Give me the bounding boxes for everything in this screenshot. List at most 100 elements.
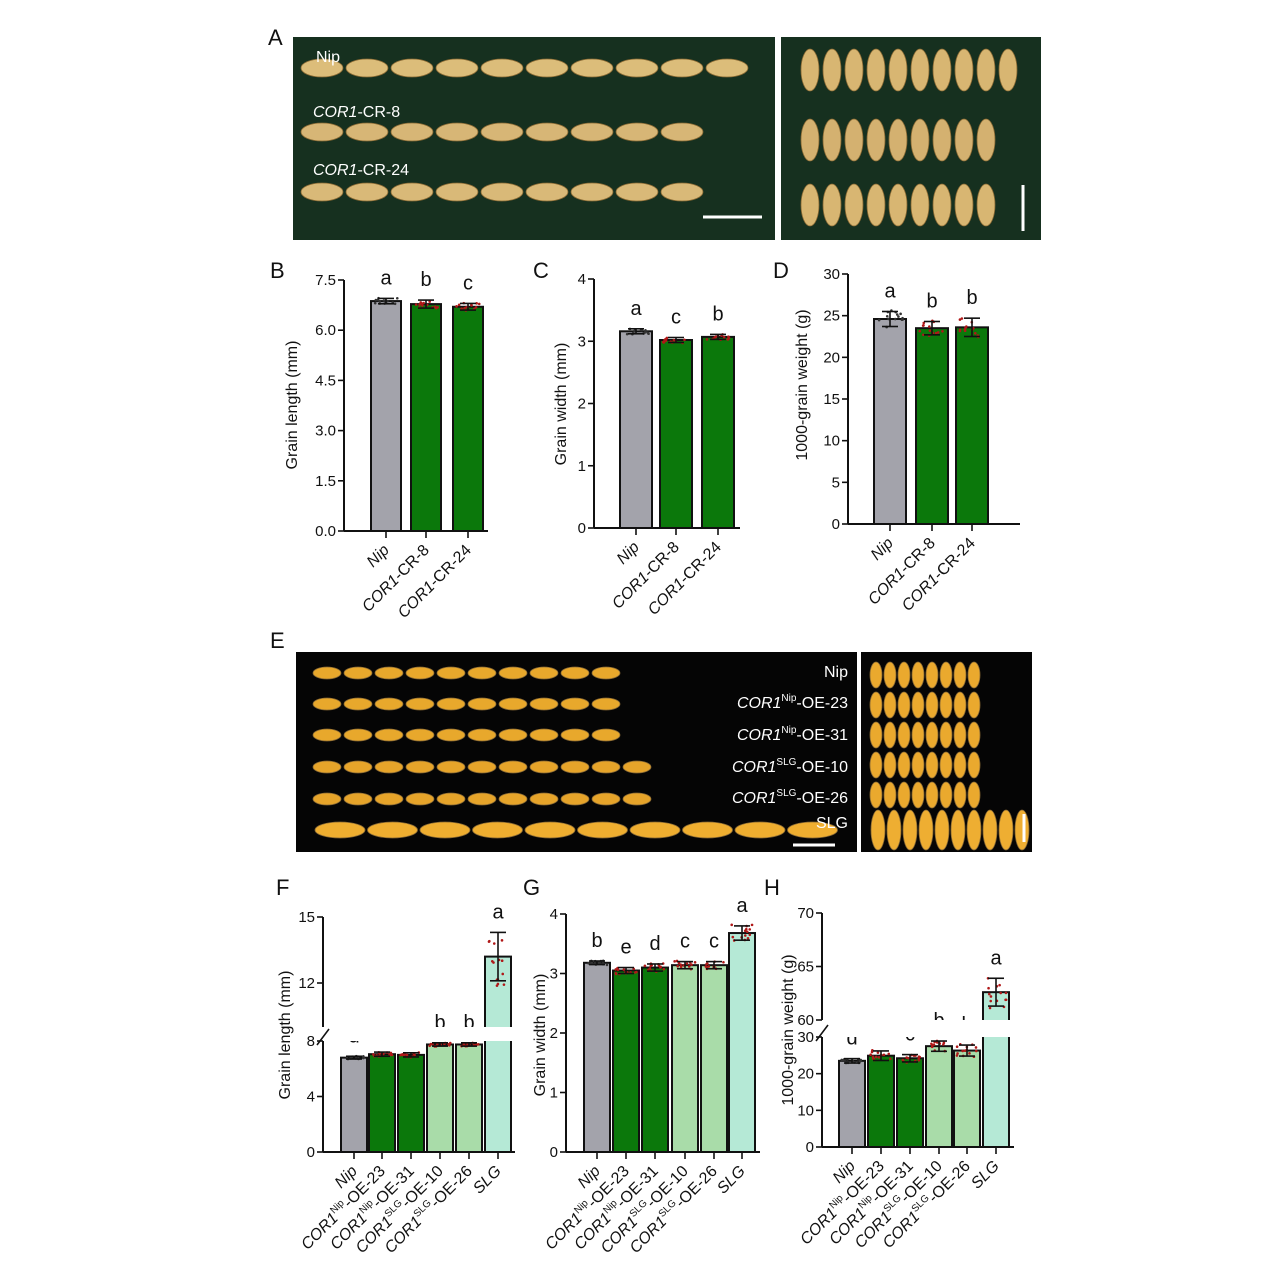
rice-grain xyxy=(888,118,908,162)
data-point xyxy=(1004,998,1008,1002)
bar xyxy=(612,969,640,1154)
data-point xyxy=(463,306,466,310)
data-point xyxy=(956,1052,959,1055)
significance-letter: c xyxy=(680,931,690,953)
label-suffix: -OE-10 xyxy=(796,759,848,776)
bar xyxy=(701,335,735,529)
rice-grain xyxy=(498,760,528,774)
significance-letter: a xyxy=(990,947,1002,969)
rice-grain xyxy=(869,691,883,719)
rice-grain xyxy=(405,760,435,774)
data-point xyxy=(662,967,666,971)
bar xyxy=(659,339,693,529)
data-point xyxy=(679,963,683,966)
y-tick-label: 7.5 xyxy=(315,272,336,289)
data-point xyxy=(465,305,468,309)
rice-grain xyxy=(615,182,659,202)
y-tick-label: 0 xyxy=(806,1139,814,1156)
label-suffix: Nip xyxy=(824,664,848,681)
data-point xyxy=(460,307,463,310)
data-point xyxy=(704,965,708,968)
y-axis-label: Grain length (mm) xyxy=(284,341,301,470)
y-tick-label: 20 xyxy=(797,1066,814,1083)
data-point xyxy=(730,923,734,927)
rice-grain xyxy=(629,821,681,839)
panel-label-f: F xyxy=(276,875,289,900)
rice-grain xyxy=(525,182,569,202)
data-point xyxy=(455,305,458,308)
rice-grain xyxy=(953,751,967,779)
x-tick-label: SLG xyxy=(968,1158,1003,1193)
data-point xyxy=(390,1053,394,1057)
rice-grain xyxy=(953,721,967,749)
data-point xyxy=(998,983,1001,987)
data-point xyxy=(859,1059,862,1063)
significance-letter: b xyxy=(434,1012,445,1034)
photo-a-label: COR1-CR-8 xyxy=(313,104,400,121)
rice-grain xyxy=(800,118,820,162)
rice-grain xyxy=(870,809,886,851)
bar xyxy=(583,961,611,1153)
gene-name: COR1 xyxy=(732,790,776,807)
chart-d: aNipbCOR1-CR-8bCOR1-CR-24051015202530100… xyxy=(794,266,1020,615)
data-point xyxy=(362,1056,365,1059)
data-point xyxy=(643,964,647,968)
data-point xyxy=(473,307,476,310)
data-point xyxy=(899,312,902,316)
data-point xyxy=(893,317,897,321)
rice-grain xyxy=(934,809,950,851)
data-point xyxy=(872,1057,875,1061)
data-point xyxy=(614,972,618,976)
rice-grain xyxy=(910,118,930,162)
data-point xyxy=(888,1057,892,1061)
bar xyxy=(455,1043,483,1153)
rice-grain xyxy=(436,697,466,711)
data-point xyxy=(374,298,378,302)
rice-grain xyxy=(374,697,404,711)
rice-grain xyxy=(390,58,434,78)
rice-grain xyxy=(405,666,435,680)
photo-e-label: COR1SLG-OE-10 xyxy=(732,757,848,776)
data-point xyxy=(974,1046,978,1049)
rice-grain xyxy=(570,122,614,142)
rice-grain xyxy=(869,721,883,749)
data-point xyxy=(492,961,495,964)
rice-grain xyxy=(897,781,911,809)
x-tick-label: SLG xyxy=(470,1163,505,1198)
data-point xyxy=(968,1052,971,1055)
data-point xyxy=(475,1043,478,1046)
y-tick-label: 2 xyxy=(578,396,586,413)
data-point xyxy=(965,325,968,328)
bar xyxy=(728,932,756,1153)
data-point xyxy=(714,335,718,339)
data-point xyxy=(492,942,496,945)
y-tick-label: 1 xyxy=(550,1085,558,1102)
rice-grain xyxy=(911,661,925,689)
y-tick-label: 25 xyxy=(823,308,840,325)
data-point xyxy=(917,1058,921,1062)
label-suffix: Nip xyxy=(364,542,393,571)
y-tick-label: 12 xyxy=(298,975,315,992)
rice-grain xyxy=(967,691,981,719)
photo-e-label: Nip xyxy=(824,664,848,681)
rice-grain xyxy=(498,728,528,742)
data-point xyxy=(422,301,425,305)
data-point xyxy=(705,338,709,341)
y-tick-label: 15 xyxy=(823,391,840,408)
rice-grain xyxy=(932,183,952,227)
rice-grain xyxy=(436,666,466,680)
rice-grain xyxy=(390,182,434,202)
label-suffix: Nip xyxy=(316,49,340,66)
data-point xyxy=(941,329,944,333)
rice-grain xyxy=(910,183,930,227)
bar xyxy=(925,1045,953,1148)
panel-label-c: C xyxy=(533,258,549,283)
label-suffix: -OE-23 xyxy=(796,695,848,712)
label-suffix: SLG xyxy=(968,1158,1003,1193)
rice-grain xyxy=(869,751,883,779)
data-point xyxy=(930,1045,934,1049)
rice-grain xyxy=(374,666,404,680)
photo-e: NipCOR1Nip-OE-23COR1Nip-OE-31COR1SLG-OE-… xyxy=(296,652,1032,852)
label-suffix: Nip xyxy=(868,535,897,564)
